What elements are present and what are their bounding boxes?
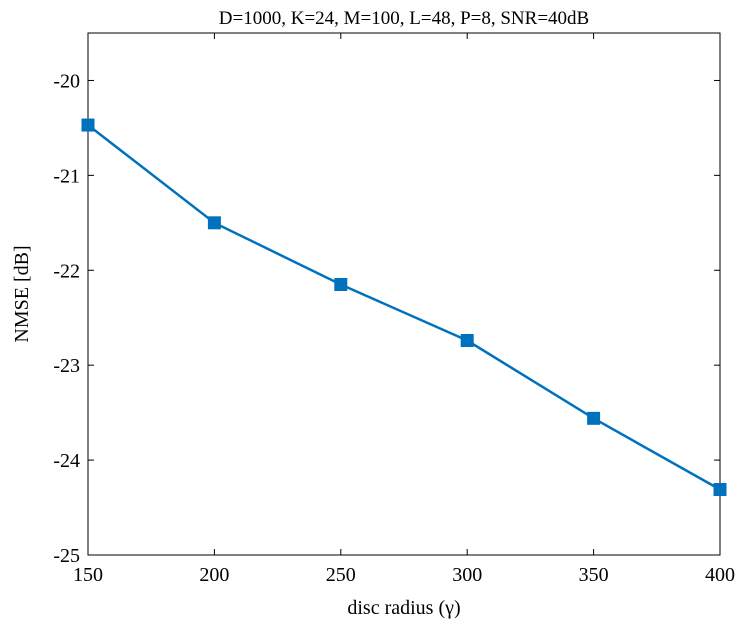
data-point-marker <box>81 118 95 132</box>
y-tick-label: -24 <box>53 450 80 472</box>
chart-title: D=1000, K=24, M=100, L=48, P=8, SNR=40dB <box>219 8 589 29</box>
x-tick-label: 300 <box>452 564 482 586</box>
x-tick-label: 400 <box>705 564 735 586</box>
y-axis: -25 -24 -23 -22 -21 -20 <box>53 70 720 567</box>
y-tick-label: -22 <box>53 260 80 282</box>
y-axis-label: NMSE [dB] <box>11 245 33 342</box>
series-line <box>87 124 721 491</box>
x-tick-label: 200 <box>199 564 229 586</box>
x-tick-label: 250 <box>326 564 356 586</box>
data-point-marker <box>587 411 601 425</box>
y-tick-label: -20 <box>53 70 80 92</box>
x-axis-label: disc radius (γ) <box>347 597 460 619</box>
x-tick-label: 350 <box>579 564 609 586</box>
data-point-marker <box>207 216 221 230</box>
plot-area-frame <box>87 32 721 556</box>
data-point-marker <box>460 334 474 348</box>
data-point-marker <box>713 483 727 497</box>
x-axis: 150 200 250 300 350 400 <box>73 33 735 586</box>
y-tick-label: -21 <box>53 165 80 187</box>
data-point-marker <box>334 278 348 292</box>
y-tick-label: -23 <box>53 355 80 377</box>
series-group <box>81 118 727 497</box>
x-tick-label: 150 <box>73 564 103 586</box>
y-tick-label: -25 <box>53 545 80 567</box>
